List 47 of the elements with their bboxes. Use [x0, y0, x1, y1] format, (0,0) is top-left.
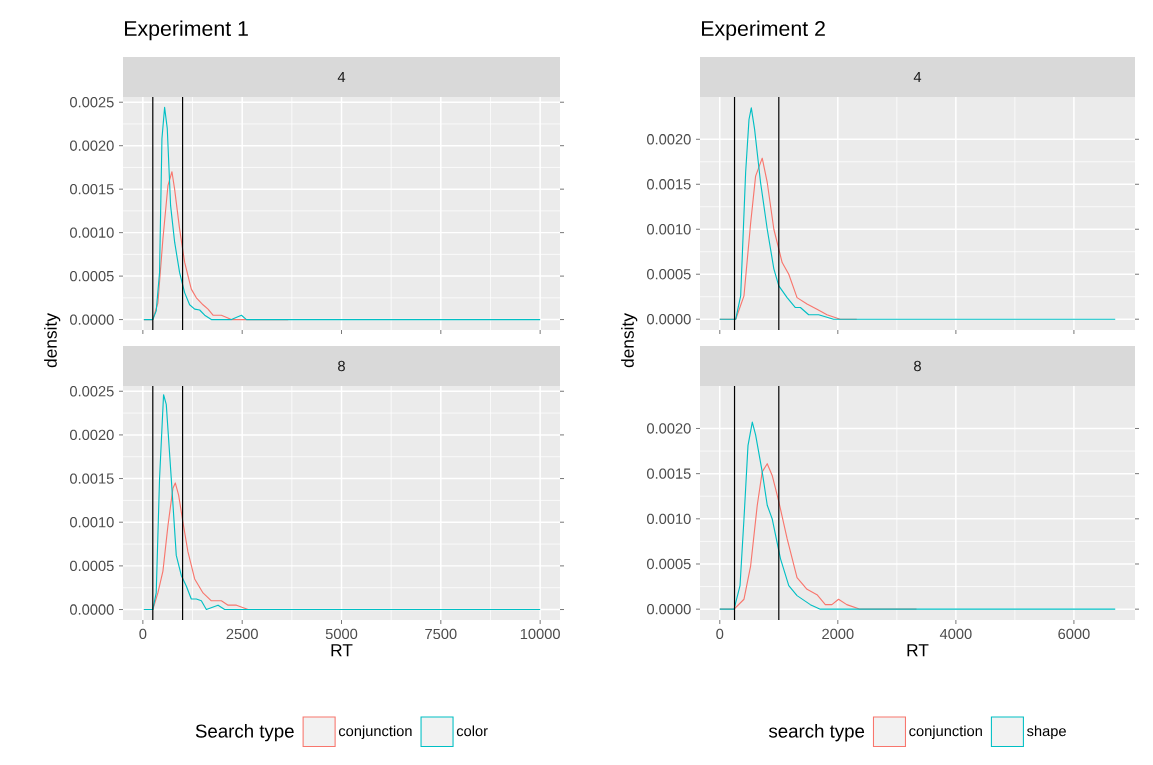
y-tick-label: 0.0010 — [647, 224, 691, 235]
x-tick-label: 7500 — [425, 628, 457, 640]
y-tick-label: 0.0000 — [70, 314, 114, 325]
x-tick-label: 0 — [716, 628, 724, 640]
y-tick-label: 0.0020 — [647, 423, 691, 434]
y-tick-label: 0.0005 — [70, 560, 114, 572]
y-tick-label: 0.0015 — [647, 179, 691, 190]
x-tick-label: 2000 — [822, 628, 854, 640]
y-tick-label: 0.0010 — [70, 227, 114, 238]
x-tick-label: 4000 — [939, 628, 972, 640]
legend-title: search type — [768, 723, 865, 742]
y-tick-label: 0.0020 — [647, 134, 691, 145]
chart-title: Experiment 2 — [702, 20, 825, 41]
x-tick-label: 10000 — [520, 628, 560, 640]
x-axis-title: RT — [907, 644, 929, 657]
y-tick-label: 0.0015 — [70, 183, 114, 195]
y-tick-label: 0.0020 — [70, 140, 114, 151]
y-tick-label: 0.0000 — [647, 314, 691, 325]
y-tick-label: 0.0000 — [647, 603, 691, 615]
x-axis-title: RT — [331, 644, 353, 657]
x-tick-label: 2500 — [226, 628, 258, 640]
legend-label: color — [456, 725, 488, 737]
legend-label: conjunction — [909, 725, 982, 740]
y-axis-title: density — [621, 313, 638, 368]
legend-label: shape — [1027, 725, 1066, 740]
chart-title: Experiment 1 — [125, 20, 248, 41]
chart-subtitle: 4 — [337, 71, 346, 83]
y-tick-label: 0.0025 — [70, 386, 114, 397]
legend-label: conjunction — [338, 725, 412, 740]
chart-subtitle: 8 — [914, 360, 921, 372]
chart-subtitle: 4 — [913, 71, 922, 83]
y-tick-label: 0.0005 — [70, 270, 114, 282]
x-tick-label: 0 — [139, 628, 147, 640]
x-tick-label: 6000 — [1058, 628, 1090, 640]
y-tick-label: 0.0015 — [647, 468, 691, 479]
y-tick-label: 0.0005 — [647, 269, 691, 280]
y-tick-label: 0.0010 — [647, 513, 691, 525]
legend-title: Search type — [195, 723, 294, 742]
x-tick-label: 5000 — [325, 628, 358, 640]
y-tick-label: 0.0010 — [70, 517, 114, 528]
y-axis-title: density — [44, 313, 61, 368]
y-tick-label: 0.0000 — [70, 604, 114, 615]
y-tick-label: 0.0015 — [70, 473, 114, 484]
y-tick-label: 0.0005 — [647, 558, 691, 570]
y-tick-label: 0.0025 — [70, 97, 114, 108]
y-tick-label: 0.0020 — [70, 429, 114, 441]
chart-subtitle: 8 — [338, 360, 345, 372]
